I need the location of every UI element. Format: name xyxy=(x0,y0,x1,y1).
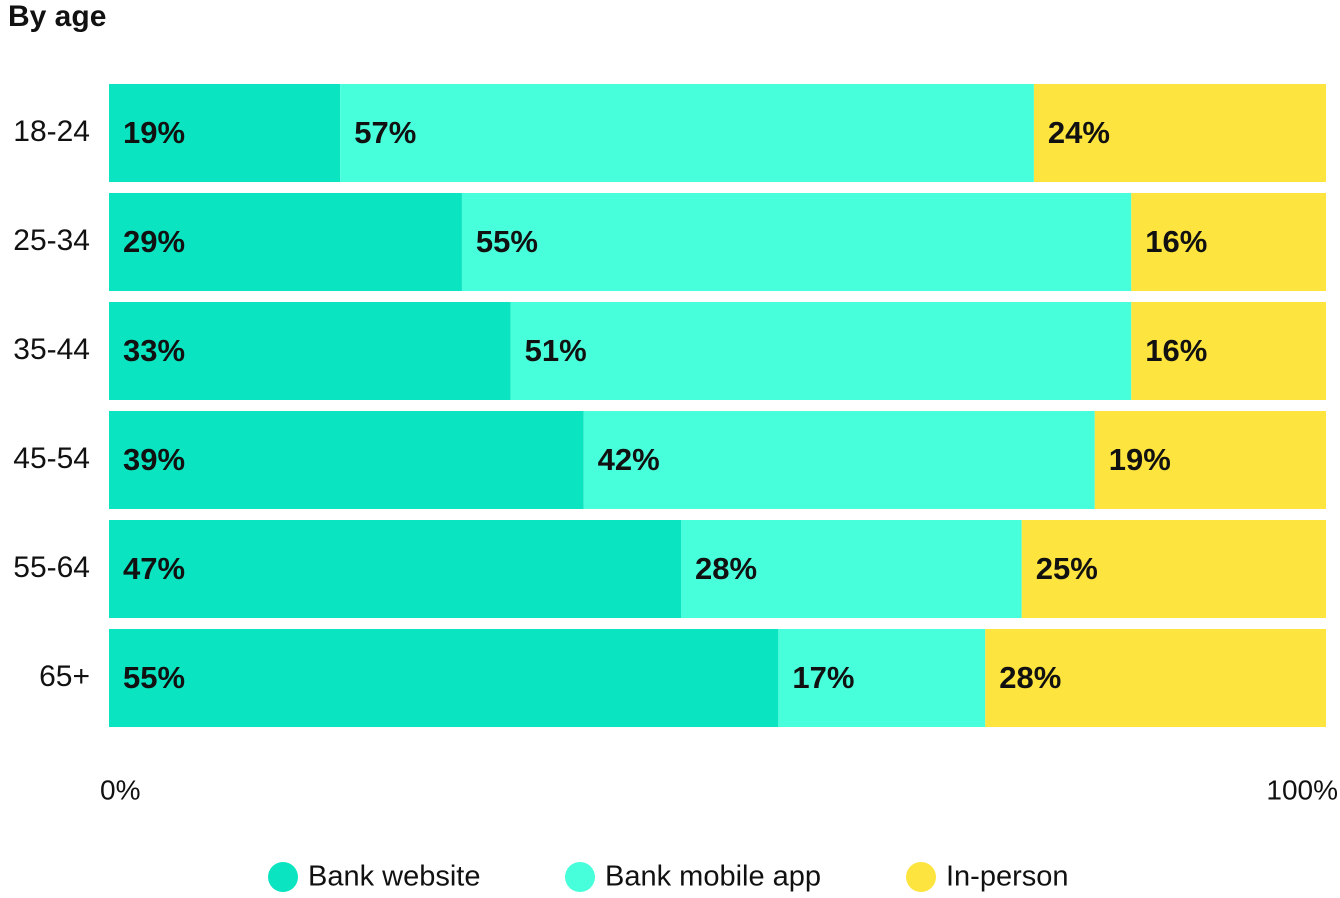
y-tick-label: 45-54 xyxy=(13,442,90,475)
bar-segment xyxy=(510,302,1132,400)
bar-segment xyxy=(109,302,511,400)
value-label: 28% xyxy=(695,551,757,586)
bar-segment xyxy=(1131,302,1326,400)
bar-segment xyxy=(583,411,1095,509)
y-tick-label: 18-24 xyxy=(13,115,90,148)
value-label: 57% xyxy=(354,115,416,150)
bar-segment xyxy=(1021,520,1326,618)
chart-title: By age xyxy=(8,0,106,33)
legend-swatch xyxy=(565,862,595,892)
legend-label: Bank website xyxy=(308,861,481,893)
value-label: 55% xyxy=(123,660,185,695)
bar-segment xyxy=(1131,193,1326,291)
value-label: 39% xyxy=(123,442,185,477)
legend-label: Bank mobile app xyxy=(605,861,821,893)
value-label: 28% xyxy=(999,660,1061,695)
legend-swatch xyxy=(268,862,298,892)
x-tick-label: 100% xyxy=(1266,774,1338,805)
bar-segment xyxy=(109,411,584,509)
value-label: 33% xyxy=(123,333,185,368)
value-label: 19% xyxy=(123,115,185,150)
value-label: 42% xyxy=(598,442,660,477)
legend-swatch xyxy=(906,862,936,892)
y-tick-label: 35-44 xyxy=(13,333,90,366)
bar-segment xyxy=(109,520,681,618)
bar-segment xyxy=(1033,84,1326,182)
value-label: 24% xyxy=(1048,115,1110,150)
bar-segment xyxy=(985,629,1326,727)
bar-segment xyxy=(340,84,1034,182)
value-label: 25% xyxy=(1036,551,1098,586)
x-tick-label: 0% xyxy=(100,774,140,805)
bar-segment xyxy=(680,520,1022,618)
value-label: 47% xyxy=(123,551,185,586)
value-label: 17% xyxy=(792,660,854,695)
bar-segment xyxy=(1094,411,1326,509)
bar-segment xyxy=(109,629,779,727)
value-label: 51% xyxy=(525,333,587,368)
y-tick-label: 25-34 xyxy=(13,224,90,257)
y-tick-label: 65+ xyxy=(39,660,90,693)
bar-segment xyxy=(778,629,986,727)
bar-segment xyxy=(109,193,462,291)
value-label: 19% xyxy=(1109,442,1171,477)
value-label: 55% xyxy=(476,224,538,259)
value-label: 29% xyxy=(123,224,185,259)
legend-label: In-person xyxy=(946,861,1069,893)
value-label: 16% xyxy=(1145,333,1207,368)
bar-segment xyxy=(109,84,341,182)
value-label: 16% xyxy=(1145,224,1207,259)
bar-segment xyxy=(461,193,1132,291)
y-tick-label: 55-64 xyxy=(13,551,90,584)
